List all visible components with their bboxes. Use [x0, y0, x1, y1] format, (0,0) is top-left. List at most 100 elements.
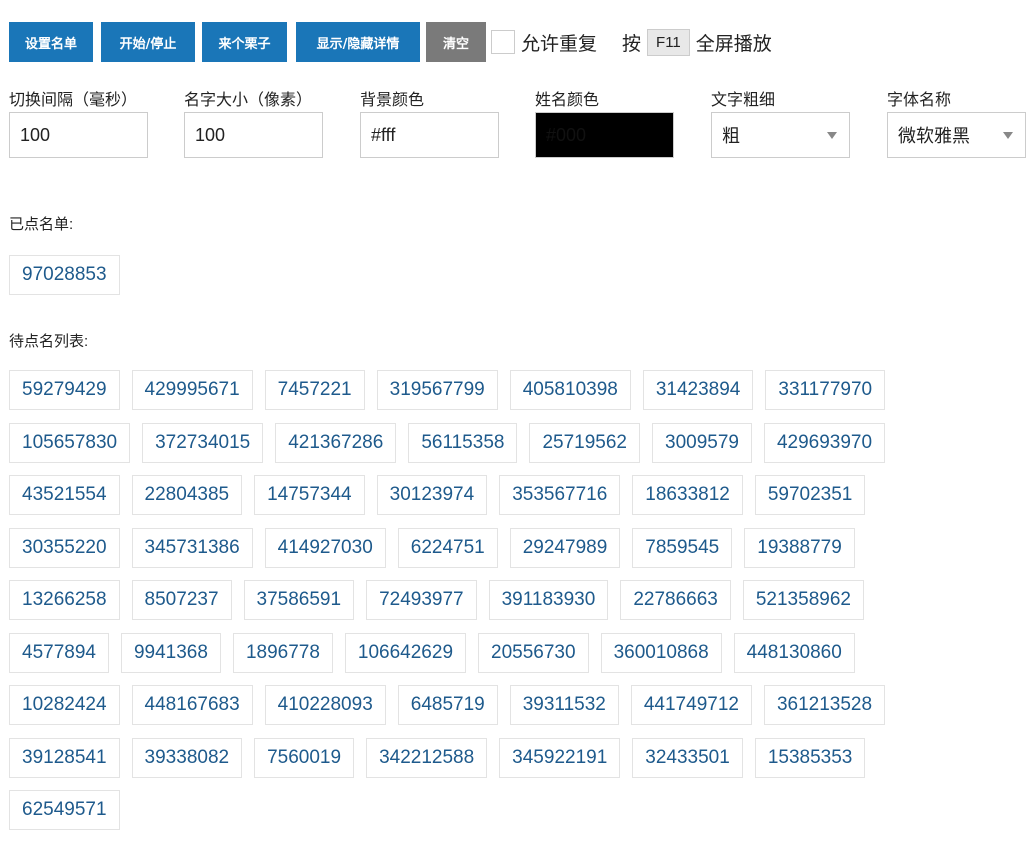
pending-item: 3009579 — [652, 422, 752, 463]
font-weight-select[interactable]: 粗 — [711, 112, 850, 158]
name-color-field: 姓名颜色 #000 — [535, 86, 674, 158]
chevron-down-icon — [827, 132, 837, 139]
pending-item: 22804385 — [131, 475, 243, 515]
bg-color-input[interactable]: #fff — [360, 112, 499, 158]
pending-item: 391183930 — [488, 580, 609, 620]
pending-item: 319567799 — [376, 370, 498, 410]
interval-input[interactable]: 100 — [9, 112, 148, 158]
fullscreen-suffix: 全屏播放 — [695, 33, 772, 55]
clear-button[interactable]: 清空 — [426, 22, 486, 62]
font-family-label: 字体名称 — [887, 92, 952, 109]
bg-color-field: 背景颜色 #fff — [360, 86, 499, 158]
pending-row: 59279429 429995671 7457221 319567799 4058103… — [9, 370, 897, 410]
pending-item: 14757344 — [254, 475, 365, 515]
pending-item: 62549571 — [9, 790, 120, 830]
example-button[interactable]: 来个栗子 — [202, 22, 287, 62]
pending-item: 448167683 — [131, 685, 253, 725]
pending-item: 39128541 — [9, 737, 120, 778]
pending-item: 410228093 — [264, 685, 386, 725]
pending-row: 62549571 — [9, 790, 897, 830]
pending-row: 13266258 8507237 37586591 72493977 391183930… — [9, 580, 897, 620]
name-color-input[interactable]: #000 — [535, 112, 674, 158]
pending-item: 39338082 — [131, 737, 243, 778]
pending-item: 331177970 — [765, 370, 886, 410]
allow-repeat-checkbox[interactable] — [491, 30, 515, 54]
pending-item: 59279429 — [9, 370, 120, 410]
pending-item: 372734015 — [142, 422, 264, 463]
pending-item: 43521554 — [9, 475, 120, 515]
interval-label: 切换间隔（毫秒） — [9, 92, 138, 109]
pending-item: 39311532 — [509, 685, 619, 725]
pending-row: 39128541 39338082 7560019 342212588 34592219… — [9, 737, 897, 778]
pending-item: 30123974 — [376, 475, 488, 515]
font-weight-label: 文字粗细 — [711, 92, 776, 109]
fullscreen-prefix: 按 — [622, 33, 642, 55]
pending-item: 20556730 — [478, 632, 589, 673]
pending-item: 405810398 — [509, 370, 631, 410]
font-family-field: 字体名称 微软雅黑 — [887, 86, 1026, 158]
pending-item: 6224751 — [397, 527, 498, 568]
pending-item: 345922191 — [499, 737, 621, 778]
pending-item: 56115358 — [408, 422, 518, 463]
start-stop-button[interactable]: 开始/停止 — [101, 22, 195, 62]
pending-label: 待点名列表: — [9, 333, 89, 350]
pending-item: 72493977 — [366, 580, 477, 620]
allow-repeat-label: 允许重复 — [521, 33, 598, 55]
pending-item: 7457221 — [264, 370, 365, 410]
pending-item: 4577894 — [9, 632, 109, 673]
pending-item: 361213528 — [763, 685, 886, 725]
interval-field: 切换间隔（毫秒） 100 — [9, 86, 148, 158]
size-label: 名字大小（像素） — [184, 92, 313, 109]
pending-item: 10282424 — [9, 685, 120, 725]
font-weight-field: 文字粗细 粗 — [711, 86, 850, 158]
pending-item: 7560019 — [254, 737, 355, 778]
pending-item: 30355220 — [9, 527, 120, 568]
pending-item: 19388779 — [744, 527, 855, 568]
font-weight-value: 粗 — [722, 126, 740, 146]
pending-item: 345731386 — [131, 527, 253, 568]
pending-list: 59279429 429995671 7457221 319567799 4058103… — [9, 370, 897, 843]
pending-item: 9941368 — [120, 632, 221, 673]
pending-item: 18633812 — [632, 475, 743, 515]
pending-row: 105657830 372734015 421367286 56115358 25719… — [9, 422, 897, 463]
pending-item: 15385353 — [754, 737, 866, 778]
toggle-details-button[interactable]: 显示/隐藏详情 — [296, 22, 420, 62]
size-input[interactable]: 100 — [184, 112, 323, 158]
pending-item: 31423894 — [642, 370, 754, 410]
pending-row: 4577894 9941368 1896778 106642629 20556730 36… — [9, 632, 897, 673]
pending-item: 342212588 — [366, 737, 488, 778]
called-item: 97028853 — [9, 255, 120, 295]
chevron-down-icon — [1003, 132, 1013, 139]
toolbar: 设置名单 开始/停止 来个栗子 显示/隐藏详情 清空 允许重复 按 F11 全屏… — [9, 22, 772, 62]
size-field: 名字大小（像素） 100 — [184, 86, 323, 158]
pending-item: 22786663 — [620, 580, 731, 620]
pending-item: 37586591 — [243, 580, 355, 620]
pending-row: 43521554 22804385 14757344 30123974 35356771… — [9, 475, 897, 515]
font-family-value: 微软雅黑 — [898, 126, 970, 146]
called-label: 已点名单: — [9, 216, 74, 233]
f11-key: F11 — [647, 28, 690, 56]
pending-item: 59702351 — [754, 475, 866, 515]
pending-row: 30355220 345731386 414927030 6224751 2924798… — [9, 527, 897, 568]
pending-item: 13266258 — [9, 580, 120, 620]
pending-item: 521358962 — [742, 580, 864, 620]
pending-item: 353567716 — [499, 475, 621, 515]
font-family-select[interactable]: 微软雅黑 — [887, 112, 1026, 158]
set-list-button[interactable]: 设置名单 — [9, 22, 93, 62]
pending-item: 429995671 — [131, 370, 253, 410]
pending-item: 448130860 — [733, 632, 855, 673]
pending-item: 105657830 — [9, 422, 131, 463]
pending-item: 8507237 — [131, 580, 232, 620]
pending-item: 29247989 — [509, 527, 621, 568]
pending-item: 441749712 — [630, 685, 752, 725]
pending-item: 6485719 — [397, 685, 498, 725]
pending-item: 106642629 — [344, 632, 467, 673]
pending-item: 7859545 — [632, 527, 733, 568]
pending-item: 421367286 — [275, 422, 397, 463]
pending-item: 1896778 — [232, 632, 333, 673]
bg-color-label: 背景颜色 — [360, 92, 425, 109]
pending-item: 414927030 — [264, 527, 386, 568]
name-color-label: 姓名颜色 — [535, 92, 600, 109]
pending-item: 360010868 — [600, 632, 722, 673]
pending-row: 10282424 448167683 410228093 6485719 3931153… — [9, 685, 897, 725]
